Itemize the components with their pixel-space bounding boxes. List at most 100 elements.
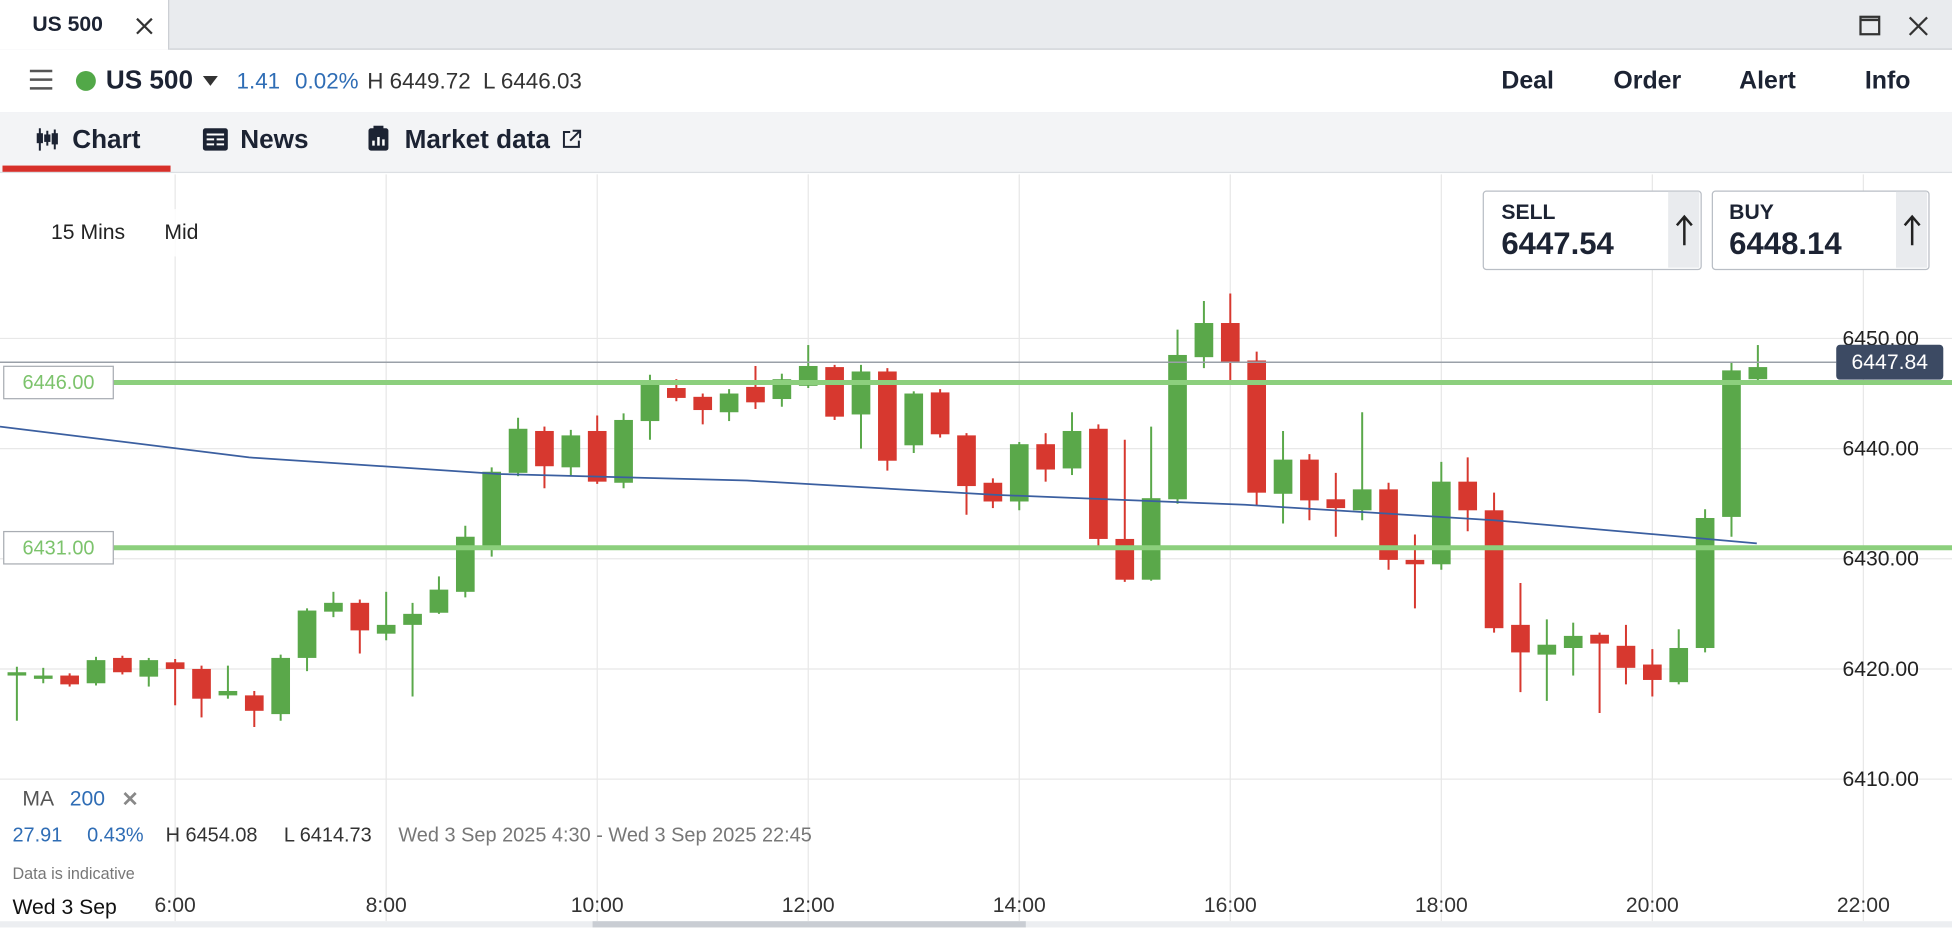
current-price-box bbox=[1836, 344, 1944, 380]
candle-body bbox=[1220, 323, 1240, 363]
candle-body bbox=[878, 371, 897, 461]
candle-body bbox=[825, 367, 844, 417]
remove-ma-icon[interactable] bbox=[122, 791, 138, 807]
chart-tab[interactable]: Chart bbox=[72, 125, 141, 155]
y-tick-label: 6410.00 bbox=[1842, 768, 1918, 791]
candle-body bbox=[1141, 498, 1161, 580]
candle-body bbox=[930, 392, 950, 435]
candle-body bbox=[1352, 489, 1372, 511]
instrument-name[interactable]: US 500 bbox=[105, 65, 194, 95]
news-icon bbox=[202, 128, 228, 151]
candle-body bbox=[1458, 481, 1478, 511]
price-chart: 6446.00 6431.00 6410.00 6420.00 6430.00 6440.… bbox=[0, 174, 1952, 922]
candle-body bbox=[139, 660, 159, 677]
candle-body bbox=[429, 589, 449, 613]
price-type[interactable]: Mid bbox=[164, 220, 199, 245]
x-tick-label: 12:00 bbox=[782, 894, 835, 917]
x-tick-label: 18:00 bbox=[1415, 894, 1468, 917]
candle-body bbox=[1379, 489, 1398, 560]
info-button[interactable]: Info bbox=[1864, 67, 1911, 95]
buy-arrow bbox=[1903, 214, 1921, 246]
candle-body bbox=[7, 672, 27, 676]
data-note: Data is indicative bbox=[12, 863, 135, 883]
y-tick-label: 6420.00 bbox=[1842, 658, 1918, 681]
candle-body bbox=[1168, 354, 1187, 500]
candle-body bbox=[1511, 624, 1530, 653]
candle-body bbox=[1616, 645, 1636, 668]
status-dot bbox=[75, 70, 96, 91]
candle-body bbox=[60, 675, 79, 685]
alert-button[interactable]: Alert bbox=[1739, 67, 1796, 95]
candle-body bbox=[614, 419, 633, 483]
buy-box[interactable] bbox=[1711, 190, 1930, 271]
active-tab-underline bbox=[2, 165, 171, 172]
candle-body bbox=[561, 435, 581, 468]
x-tick-label: 20:00 bbox=[1626, 894, 1679, 917]
price-level-label: 6431.00 bbox=[23, 537, 95, 559]
market-data-icon bbox=[368, 125, 389, 151]
candle-body bbox=[1300, 459, 1319, 501]
candle-body bbox=[1669, 648, 1689, 683]
candle-body bbox=[1748, 367, 1768, 380]
period-high: H 6454.08 bbox=[165, 825, 258, 847]
market-data-tab[interactable]: Market data bbox=[404, 125, 550, 155]
candle-body bbox=[1405, 559, 1425, 565]
candle-body bbox=[324, 602, 343, 612]
tabs-row bbox=[0, 112, 1952, 174]
candle-body bbox=[165, 662, 185, 669]
candle-body bbox=[640, 384, 660, 422]
candle-body bbox=[376, 624, 396, 634]
x-tick-label: 10:00 bbox=[571, 894, 624, 917]
candle-body bbox=[587, 430, 607, 482]
candle-body bbox=[297, 610, 317, 658]
interval[interactable]: 15 Mins bbox=[51, 220, 126, 245]
order-button[interactable]: Order bbox=[1613, 67, 1682, 95]
candle-body bbox=[1695, 518, 1715, 649]
tab-bar bbox=[0, 0, 1952, 50]
y-tick-label: 6450.00 bbox=[1842, 327, 1918, 350]
candle-body bbox=[851, 371, 871, 415]
candle-body bbox=[1563, 635, 1583, 649]
candle-body bbox=[957, 435, 976, 487]
change-percent: 0.02% bbox=[295, 68, 359, 94]
x-tick-label: 16:00 bbox=[1204, 894, 1257, 917]
candle-body bbox=[535, 430, 554, 467]
news-tab[interactable]: News bbox=[240, 125, 309, 155]
candle-body bbox=[508, 428, 528, 473]
low: L 6446.03 bbox=[483, 68, 582, 94]
buy-price: 6448.14 bbox=[1729, 226, 1842, 262]
external-link-icon[interactable] bbox=[561, 128, 582, 149]
ma-name: MA bbox=[22, 786, 55, 811]
candle-body bbox=[218, 690, 238, 696]
candle-body bbox=[1247, 360, 1267, 493]
current-price-label: 6447.84 bbox=[1852, 351, 1929, 374]
candle-body bbox=[719, 393, 739, 413]
candle-body bbox=[667, 388, 686, 398]
scrollbar-thumb[interactable] bbox=[592, 921, 1026, 928]
period-range: Wed 3 Sep 2025 4:30 - Wed 3 Sep 2025 22:… bbox=[398, 825, 812, 847]
candle-body bbox=[1194, 323, 1214, 358]
candle-body bbox=[403, 613, 422, 625]
period-low: L 6414.73 bbox=[283, 825, 372, 847]
price-level-box bbox=[3, 530, 114, 565]
sell-box[interactable] bbox=[1482, 190, 1702, 271]
y-tick-label: 6430.00 bbox=[1842, 548, 1918, 571]
price-level-box bbox=[3, 365, 114, 400]
high: H 6449.72 bbox=[367, 68, 471, 94]
menu-icon[interactable] bbox=[29, 68, 54, 90]
candle-body bbox=[1089, 428, 1108, 539]
candle-body bbox=[113, 657, 132, 673]
deal-button[interactable]: Deal bbox=[1501, 67, 1554, 95]
close-window-icon[interactable] bbox=[1907, 15, 1929, 37]
close-tab-icon[interactable] bbox=[134, 16, 154, 36]
candle-body bbox=[1273, 459, 1293, 494]
candle-body bbox=[1326, 499, 1346, 509]
candle-body bbox=[482, 471, 502, 546]
candle-body bbox=[1722, 370, 1741, 517]
dropdown-caret[interactable] bbox=[202, 75, 219, 87]
maximize-icon[interactable] bbox=[1859, 15, 1881, 36]
price-level-label: 6446.00 bbox=[23, 372, 95, 394]
window-tab[interactable] bbox=[0, 0, 170, 50]
